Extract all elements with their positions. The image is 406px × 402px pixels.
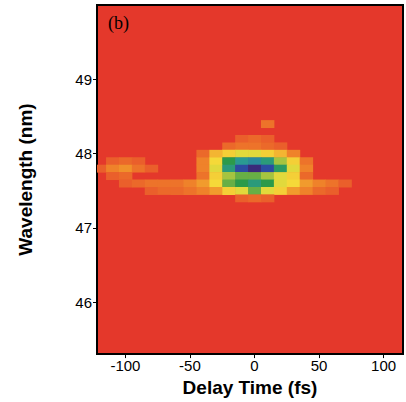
svg-text:-50: -50 (179, 357, 201, 374)
svg-text:(b): (b) (108, 13, 129, 34)
svg-text:Wavelength (nm): Wavelength (nm) (15, 103, 36, 255)
svg-text:50: 50 (311, 357, 328, 374)
svg-text:-100: -100 (110, 357, 140, 374)
svg-text:49: 49 (75, 71, 92, 88)
svg-text:46: 46 (75, 294, 92, 311)
svg-text:Delay Time (fs): Delay Time (fs) (183, 377, 318, 398)
svg-text:48: 48 (75, 145, 92, 162)
svg-text:100: 100 (371, 357, 396, 374)
svg-text:0: 0 (250, 357, 258, 374)
svg-text:47: 47 (75, 219, 92, 236)
